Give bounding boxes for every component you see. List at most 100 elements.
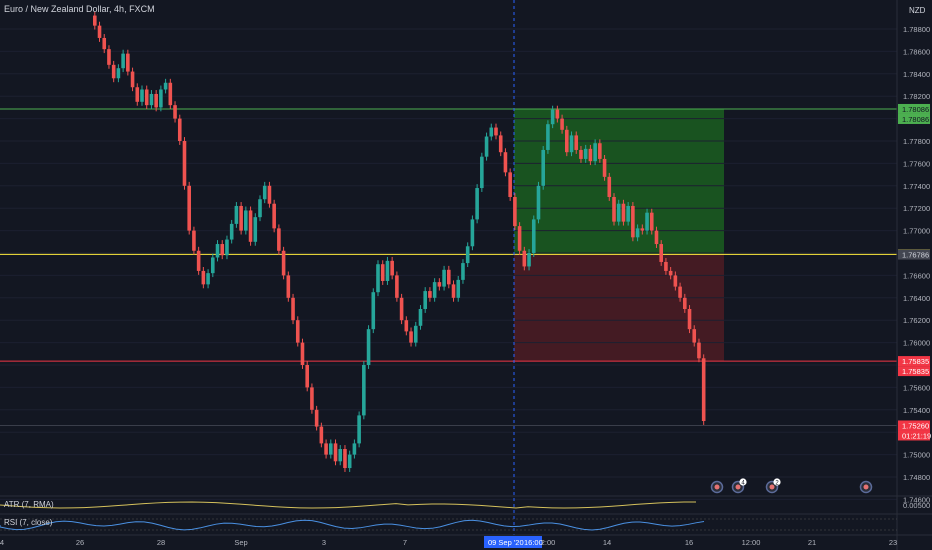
price-label-text: 1.78086 [902, 115, 929, 124]
candle-body [579, 149, 583, 159]
candle-body [701, 358, 706, 421]
candle-body [697, 342, 701, 359]
price-tick-label: 1.77000 [903, 227, 930, 236]
price-tick-label: 1.75600 [903, 383, 930, 392]
candle-body [177, 118, 182, 141]
candle-body [300, 342, 305, 365]
atr-line [0, 501, 697, 509]
candle-body [215, 244, 220, 258]
price-tick-label: 1.76200 [903, 316, 930, 325]
candle-body [645, 212, 649, 231]
candle-body [513, 197, 517, 227]
candle-body [602, 158, 607, 177]
candle-body [149, 93, 154, 106]
price-tick-label: 1.76400 [903, 294, 930, 303]
rsi-indicator-label[interactable]: RSI (7, close) [4, 518, 53, 527]
candle-body [508, 172, 512, 197]
candle-body [626, 205, 630, 222]
candle-body [182, 141, 187, 186]
candle-body [97, 25, 102, 38]
candle-body [258, 199, 262, 218]
candle-body [144, 89, 149, 106]
candle-body [395, 275, 399, 298]
candle-body [418, 309, 423, 326]
candle-body [451, 284, 456, 298]
candle-body [413, 325, 418, 343]
profit-zone[interactable] [514, 108, 724, 255]
candle-body [517, 226, 522, 251]
candle-body [347, 454, 352, 469]
time-tick-label: 26 [76, 538, 84, 547]
candle-body [130, 71, 135, 88]
candle-body [366, 329, 371, 365]
candle-body [668, 270, 673, 276]
candle-body [333, 443, 338, 462]
candle-body [673, 275, 678, 287]
price-tick-label: 1.77200 [903, 204, 930, 213]
price-tick-label: 1.77600 [903, 159, 930, 168]
price-tick-label: 1.78200 [903, 92, 930, 101]
candle-body [470, 219, 475, 247]
candle-body [211, 257, 215, 274]
candle-body [569, 135, 574, 153]
price-tick-label: 1.77400 [903, 182, 930, 191]
cursor-date-label: 09 Sep '20 [488, 538, 524, 547]
candle-body [480, 156, 484, 189]
candle-body [376, 264, 380, 293]
price-tick-label: 1.76600 [903, 271, 930, 280]
candle-body [357, 415, 361, 444]
price-label-badge [898, 356, 930, 367]
candle-body [380, 264, 385, 281]
loss-zone[interactable] [514, 254, 724, 362]
currency-label: NZD [909, 6, 926, 15]
candle-body [550, 109, 555, 125]
candle-body [565, 129, 569, 153]
candle-body [286, 275, 291, 298]
price-tick-label: 1.76000 [903, 339, 930, 348]
event-icon-dot [714, 484, 720, 490]
candle-body [277, 228, 281, 251]
candle-body [428, 291, 432, 298]
event-count-badge [773, 478, 781, 486]
candle-body [291, 297, 295, 321]
candle-body [607, 176, 612, 197]
candle-body [173, 105, 177, 119]
candle-body [126, 53, 130, 72]
candle-body [329, 443, 333, 455]
price-tick-label: 1.78600 [903, 47, 930, 56]
candle-body [465, 246, 470, 264]
candle-body [475, 188, 479, 220]
time-tick-label: Sep [234, 538, 247, 547]
candle-body [484, 136, 489, 157]
candle-body [437, 282, 442, 287]
candle-body [272, 203, 276, 229]
price-tick-label: 1.75400 [903, 406, 930, 415]
candle-body [196, 250, 201, 271]
price-label-badge [898, 420, 930, 431]
price-label-text: 1.76786 [902, 251, 929, 260]
candle-body [678, 286, 682, 298]
candle-body [314, 409, 319, 427]
atr-indicator-label[interactable]: ATR (7, RMA) [4, 500, 54, 509]
candle-body [362, 365, 366, 416]
atr-value-tick: 0.00500 [903, 501, 930, 510]
symbol-title[interactable]: Euro / New Zealand Dollar, 4h, FXCM [4, 4, 155, 14]
price-tick-label: 1.78800 [903, 25, 930, 34]
candle-body [654, 230, 659, 245]
candle-body [692, 329, 697, 343]
candle-body [201, 270, 206, 285]
candle-body [664, 261, 668, 271]
candle-body [192, 230, 196, 251]
event-count-label: 4 [741, 481, 745, 487]
candle-body [461, 263, 465, 280]
candle-body [281, 250, 286, 276]
candle-body [107, 49, 111, 65]
cursor-time-label: 16:00 [524, 538, 543, 547]
candle-body [541, 149, 545, 186]
price-tick-label: 1.75000 [903, 451, 930, 460]
candle-body [295, 320, 300, 343]
candle-body [385, 260, 390, 281]
candle-body [163, 82, 168, 90]
candle-body [93, 15, 97, 26]
